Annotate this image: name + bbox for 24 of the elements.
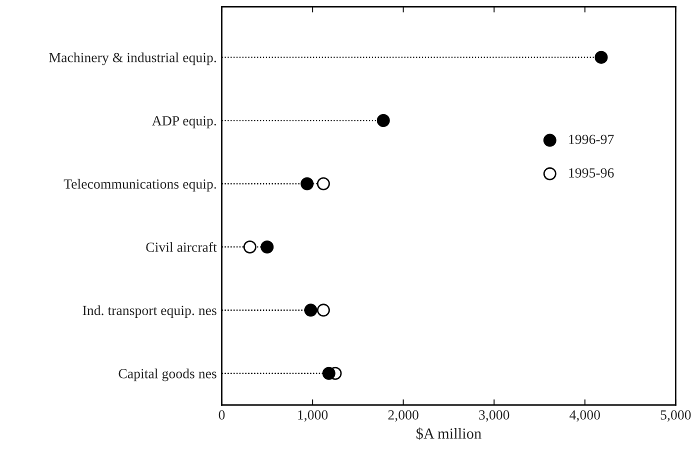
legend-label: 1995-96 <box>569 168 614 178</box>
y-tick-label: Telecommunications equip. <box>64 178 216 192</box>
x-tick-label: 0 <box>218 410 225 420</box>
y-tick-label: Capital goods nes <box>118 368 216 382</box>
x-axis-title: $A million <box>416 428 482 440</box>
point <box>316 304 330 317</box>
y-tick-label: Machinery & industrial equip. <box>49 52 216 66</box>
y-tick-label: Ind. transport equip. nes <box>82 305 216 318</box>
point <box>243 240 256 254</box>
point <box>260 240 274 254</box>
y-tick-label: Civil aircraft <box>146 242 217 252</box>
point <box>594 50 608 64</box>
point <box>300 177 314 190</box>
point <box>376 114 390 128</box>
x-tick-label: 4,000 <box>570 410 600 422</box>
x-tick-label: 1,000 <box>298 410 328 422</box>
point <box>316 177 330 190</box>
point <box>304 304 318 317</box>
x-tick-label: 2,000 <box>388 410 418 422</box>
legend-label: 1996-97 <box>569 134 614 144</box>
point <box>322 366 336 380</box>
x-tick-label: 3,000 <box>479 410 510 422</box>
x-tick-label: 5,000 <box>660 410 691 422</box>
y-tick-label: ADP equip. <box>152 116 216 128</box>
